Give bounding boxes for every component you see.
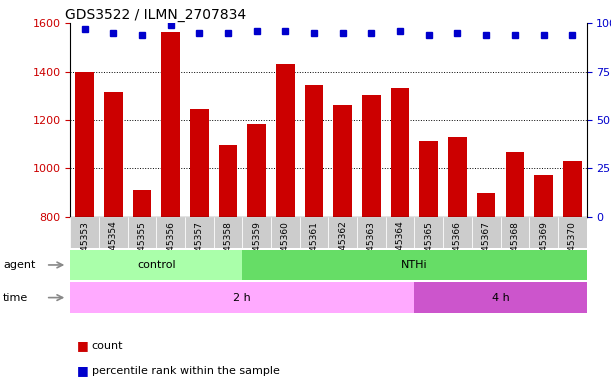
Text: GSM345360: GSM345360 [281,221,290,276]
Bar [420,141,438,217]
Bar [99,217,128,248]
Bar [448,137,467,217]
Text: GSM345370: GSM345370 [568,221,577,276]
Text: GSM345362: GSM345362 [338,221,347,275]
Text: control: control [137,260,175,270]
Text: GSM345367: GSM345367 [481,221,491,276]
Bar [563,161,582,217]
Bar [70,250,243,280]
Bar [70,217,99,248]
Bar [329,217,357,248]
Text: GSM345365: GSM345365 [424,221,433,276]
Bar [70,282,414,313]
Bar [219,146,237,217]
Text: 4 h: 4 h [492,293,510,303]
Bar [357,217,386,248]
Text: GSM345364: GSM345364 [395,221,404,275]
Bar [472,217,500,248]
Text: count: count [92,341,123,351]
Text: GSM345359: GSM345359 [252,221,262,276]
Bar [161,31,180,217]
Bar [477,193,496,217]
Bar [505,152,524,217]
Bar [243,217,271,248]
Bar [529,217,558,248]
Bar [75,71,94,217]
Bar [128,217,156,248]
Text: GSM345369: GSM345369 [539,221,548,276]
Bar [305,85,323,217]
Bar [243,250,587,280]
Text: ■: ■ [76,364,88,377]
Bar [414,217,443,248]
Bar [276,64,295,217]
Text: GSM345354: GSM345354 [109,221,118,275]
Bar [271,217,300,248]
Bar [133,190,152,217]
Bar [214,217,243,248]
Text: GSM345357: GSM345357 [195,221,204,276]
Text: GSM345366: GSM345366 [453,221,462,276]
Bar [386,217,414,248]
Text: GSM345356: GSM345356 [166,221,175,276]
Bar [500,217,529,248]
Bar [558,217,587,248]
Bar [104,92,123,217]
Text: GSM345358: GSM345358 [224,221,233,276]
Bar [300,217,329,248]
Bar [443,217,472,248]
Bar [247,124,266,217]
Text: GDS3522 / ILMN_2707834: GDS3522 / ILMN_2707834 [65,8,246,22]
Text: percentile rank within the sample: percentile rank within the sample [92,366,279,376]
Text: GSM345363: GSM345363 [367,221,376,276]
Bar [414,282,587,313]
Text: 2 h: 2 h [233,293,251,303]
Text: time: time [3,293,28,303]
Bar [391,88,409,217]
Bar [156,217,185,248]
Text: GSM345355: GSM345355 [137,221,147,276]
Bar [534,175,553,217]
Bar [334,106,352,217]
Bar [190,109,209,217]
Bar [362,94,381,217]
Bar [185,217,214,248]
Text: GSM345353: GSM345353 [80,221,89,276]
Text: GSM345361: GSM345361 [310,221,318,276]
Text: agent: agent [3,260,35,270]
Text: ■: ■ [76,339,88,352]
Text: GSM345368: GSM345368 [510,221,519,276]
Text: NTHi: NTHi [401,260,428,270]
